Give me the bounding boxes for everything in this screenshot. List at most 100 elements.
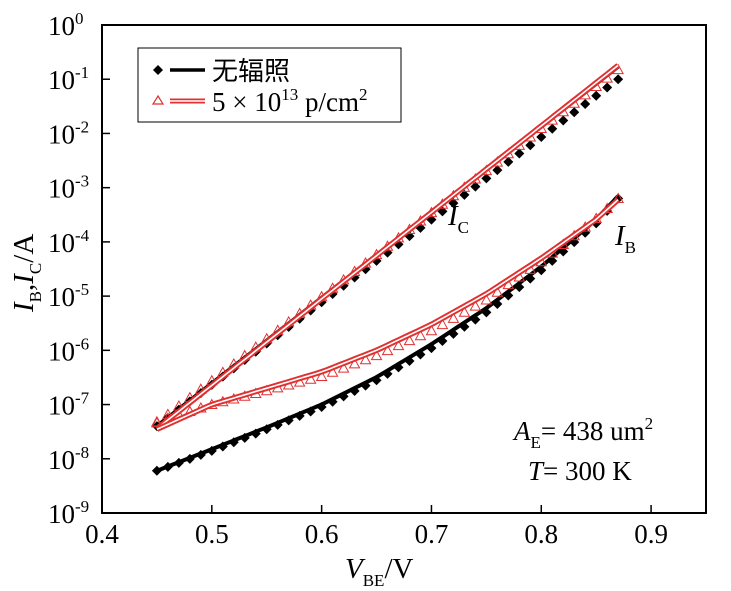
irradiated-ib-point: [392, 339, 405, 351]
y-tick-label: 10-8: [48, 443, 89, 475]
unirradiated-ib-point: [239, 432, 250, 443]
annotation-ib: IB: [614, 220, 636, 257]
y-tick-label: 10-7: [48, 389, 90, 421]
x-tick-label: 0.5: [195, 519, 229, 549]
unirradiated-ic-point: [536, 132, 547, 143]
x-tick-label: 0.8: [524, 519, 558, 549]
emitter-area-text: AE= 438 um2: [512, 414, 653, 452]
unirradiated-ib-point: [195, 449, 206, 460]
unirradiated-ib-point: [536, 265, 547, 276]
unirradiated-ib-point: [371, 375, 382, 386]
legend-marker-diamond: [153, 65, 163, 75]
y-tick-label: 10-6: [48, 334, 89, 366]
y-tick-label: 10-5: [48, 280, 89, 312]
irradiated-ib-point: [381, 344, 394, 356]
unirradiated-ib-point: [426, 343, 437, 354]
legend-label-unirradiated: 无辐照: [212, 57, 290, 87]
unirradiated-ib-point: [481, 307, 492, 318]
legend-entry-unirradiated: 无辐照: [153, 57, 290, 87]
irradiated-ib-point: [469, 300, 482, 311]
unirradiated-ib-point: [437, 335, 448, 346]
unirradiated-ib-point: [294, 410, 305, 421]
unirradiated-ib-point: [459, 321, 470, 332]
unirradiated-ic-point: [580, 99, 591, 110]
x-tick-label: 0.6: [305, 519, 339, 549]
unirradiated-ib-point: [514, 282, 525, 293]
y-axis-label: IB,IC/A: [8, 234, 45, 313]
unirradiated-ib-point: [338, 391, 349, 402]
y-tick-label: 10-2: [48, 117, 89, 149]
y-tick-label: 10-9: [48, 497, 89, 529]
unirradiated-ic-point: [569, 107, 580, 118]
legend-entry-irradiated: 5 × 1013 p/cm2: [151, 85, 367, 117]
unirradiated-ic-point: [525, 140, 536, 151]
irradiated-ib-point: [480, 293, 493, 305]
unirradiated-ic-point: [602, 82, 613, 93]
unirradiated-ic-point: [481, 173, 492, 184]
unirradiated-ib-point: [415, 349, 426, 360]
unirradiated-ib-point: [547, 255, 558, 266]
irradiated-ib-point: [315, 370, 328, 381]
irradiated-ib-line-inner: [156, 199, 619, 431]
x-axis-label: VBE/V: [345, 553, 414, 590]
y-tick-label: 10-1: [48, 63, 89, 95]
unirradiated-ib-point: [327, 396, 338, 407]
unirradiated-ib-point: [184, 453, 195, 464]
irradiated-ib-point: [458, 306, 471, 317]
irradiated-ib-point: [304, 373, 317, 384]
unirradiated-ib-point: [228, 437, 239, 448]
temperature-text: T= 300 K: [528, 456, 632, 486]
x-tick-label: 0.4: [85, 519, 119, 549]
unirradiated-ib-point: [558, 246, 569, 257]
unirradiated-ic-point: [514, 148, 525, 159]
plot-area: [101, 24, 707, 514]
unirradiated-ib-point: [162, 461, 173, 472]
unirradiated-ib-point: [448, 328, 459, 339]
unirradiated-ib-point: [217, 441, 228, 452]
unirradiated-ib-point: [151, 465, 162, 476]
irradiated-ib-point: [436, 318, 449, 330]
y-tick-label: 10-4: [48, 226, 90, 258]
irradiated-ib-point: [425, 324, 438, 336]
unirradiated-ic-point: [448, 198, 459, 209]
unirradiated-ib-point: [393, 362, 404, 373]
unirradiated-ib-point: [470, 314, 481, 325]
legend-marker-triangle: [151, 94, 165, 105]
irradiated-ib-point: [326, 366, 339, 377]
irradiated-ib-point: [414, 329, 427, 341]
series-layer: [151, 63, 624, 476]
annotation-ic: IC: [447, 200, 469, 237]
unirradiated-ic-point: [492, 165, 503, 176]
y-axis: 100 10-1 10-2 10-3 10-4 10-5 10-6 10-7 10-8 10-9: [48, 9, 110, 529]
plot-frame: [101, 24, 707, 514]
unirradiated-ic-point: [547, 123, 558, 134]
irradiated-ib-point: [491, 286, 504, 297]
legend-frame: [137, 47, 402, 123]
unirradiated-ib-point: [206, 445, 217, 456]
unirradiated-ib-point: [173, 457, 184, 468]
unirradiated-ib-point: [261, 424, 272, 435]
y-tick-label: 100: [48, 9, 84, 41]
irradiated-ib-line: [155, 197, 620, 432]
unirradiated-ib-point: [503, 290, 514, 301]
unirradiated-ic-point: [591, 90, 602, 101]
unirradiated-ic-point: [558, 115, 569, 126]
unirradiated-ic-point: [459, 189, 470, 200]
irradiated-ib-point: [337, 362, 350, 373]
irradiated-ib-point: [370, 349, 383, 361]
unirradiated-ib-point: [492, 298, 503, 309]
unirradiated-ic-point: [613, 74, 624, 85]
unirradiated-ib-point: [382, 368, 393, 379]
unirradiated-ib-point: [360, 380, 371, 391]
y-tick-label: 10-3: [48, 172, 89, 204]
unirradiated-ib-point: [272, 419, 283, 430]
unirradiated-ib-point: [316, 402, 327, 413]
unirradiated-ib-point: [305, 406, 316, 417]
irradiated-ib-point: [348, 357, 361, 369]
unirradiated-ib-point: [283, 415, 294, 426]
x-tick-label: 0.7: [415, 519, 449, 549]
irradiated-ic-line-inner: [156, 64, 619, 430]
unirradiated-ic-point: [470, 181, 481, 192]
x-tick-label: 0.9: [634, 519, 668, 549]
